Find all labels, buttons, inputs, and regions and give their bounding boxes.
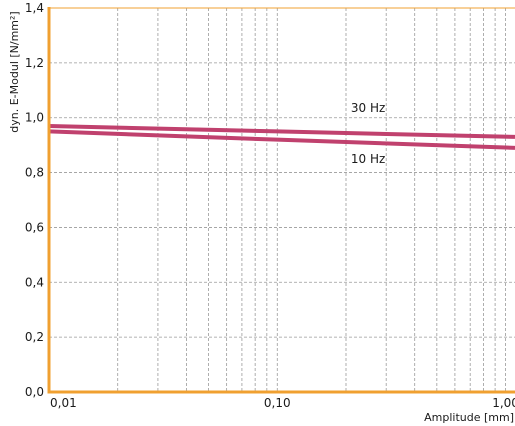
y-tick-label: 0,0 [25,385,44,399]
tick-labels: 0,0 0,2 0,4 0,6 0,8 1,0 1,2 1,4 0,01 0,10 1,00 [25,1,515,410]
series-label-10hz: 10 Hz [351,152,385,166]
y-tick-label: 0,6 [25,220,44,234]
series-labels: 30 Hz 10 Hz [351,101,385,166]
series-lines [48,123,515,150]
y-tick-label: 1,4 [25,1,44,15]
y-axis-label: dyn. E-Modul [N/mm²] [8,11,21,132]
axes [47,7,515,394]
x-tick-label: 1,00 [492,396,515,410]
y-tick-label: 0,4 [25,275,44,289]
series-line-30hz [48,123,515,139]
y-tick-label: 0,8 [25,166,44,180]
y-tick-label: 0,2 [25,330,44,344]
x-tick-label: 0,01 [50,396,77,410]
grid [49,7,515,392]
y-tick-label: 1,2 [25,56,44,70]
series-line-10hz [48,129,515,150]
y-tick-label: 1,0 [25,111,44,125]
x-tick-label: 0,10 [264,396,291,410]
series-label-30hz: 30 Hz [351,101,385,115]
x-axis-label: Amplitude [mm] [424,411,514,424]
